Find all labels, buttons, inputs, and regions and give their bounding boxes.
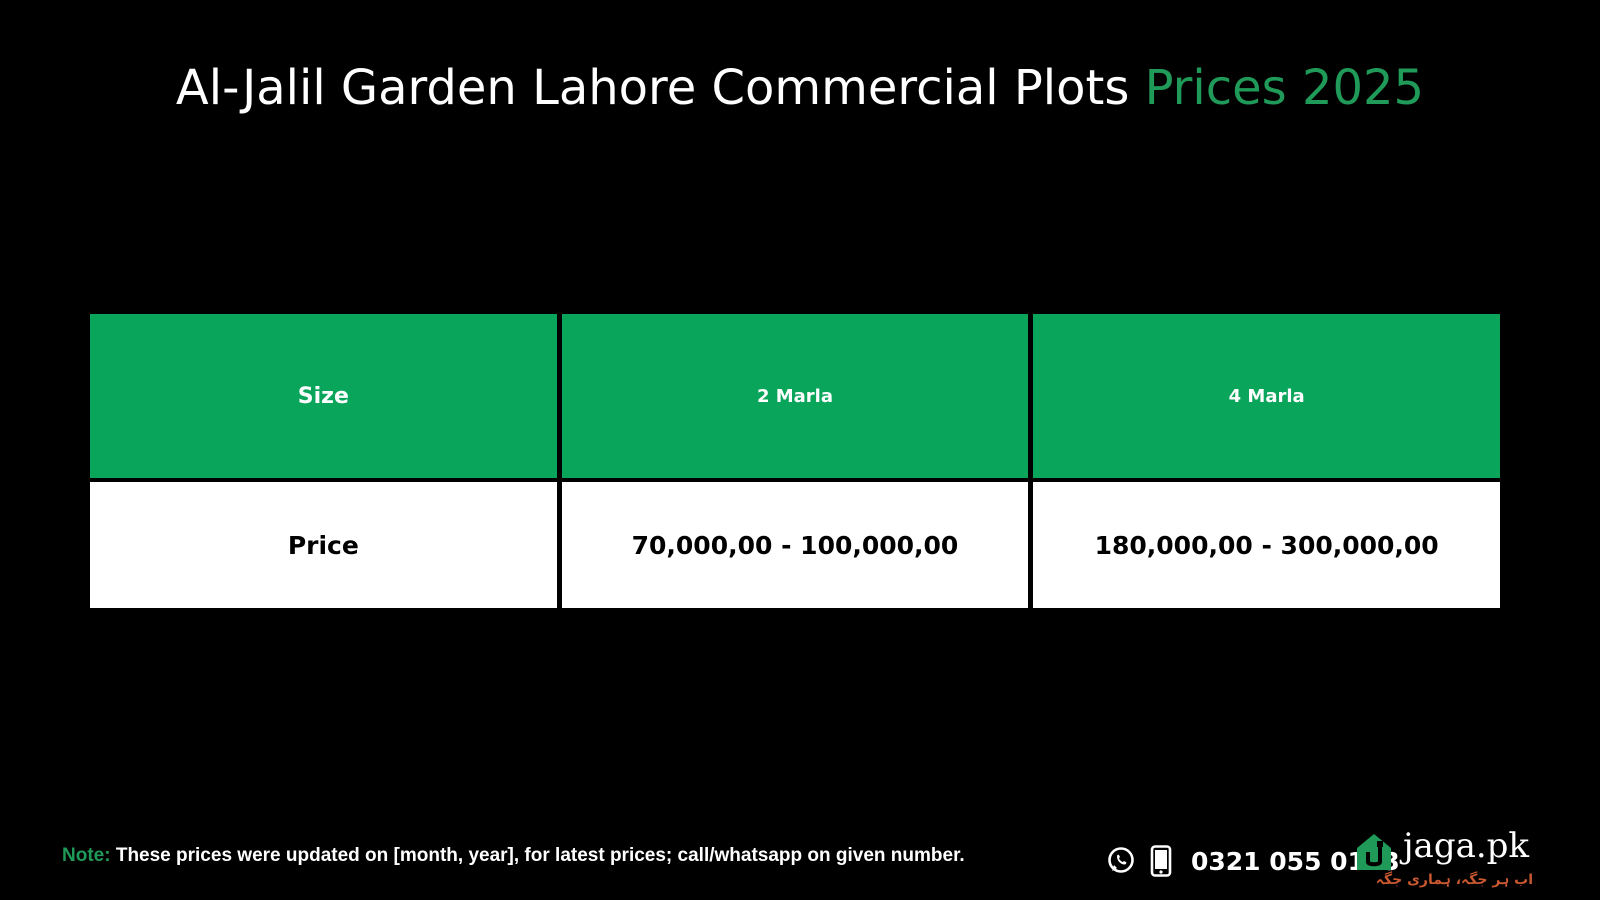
mobile-phone-icon[interactable] xyxy=(1145,845,1177,877)
table-header-size: Size xyxy=(90,314,557,478)
note-label: Note: xyxy=(62,845,111,866)
brand-logo: jaga.pk اب ہر جگہ، ہماری جگہ xyxy=(1355,826,1545,892)
note-text: These prices were updated on [month, yea… xyxy=(110,845,965,866)
table-header-2-marla: 2 Marla xyxy=(561,314,1029,478)
table-header-4-marla: 4 Marla xyxy=(1033,314,1500,478)
price-table: Size 2 Marla 4 Marla Price 70,000,00 - 1… xyxy=(85,310,1505,612)
table-header-row: Size 2 Marla 4 Marla xyxy=(90,314,1500,478)
table-cell-4-marla-price: 180,000,00 - 300,000,00 xyxy=(1033,482,1500,608)
table-row: Price 70,000,00 - 100,000,00 180,000,00 … xyxy=(90,482,1500,608)
brand-name: jaga.pk xyxy=(1403,826,1530,866)
page-title-accent: Prices 2025 xyxy=(1144,60,1425,117)
page-title: Al-Jalil Garden Lahore Commercial Plots … xyxy=(0,60,1600,116)
page-title-main: Al-Jalil Garden Lahore Commercial Plots xyxy=(175,60,1145,117)
footer-note: Note: These prices were updated on [mont… xyxy=(62,845,965,867)
table-cell-2-marla-price: 70,000,00 - 100,000,00 xyxy=(561,482,1029,608)
whatsapp-icon[interactable] xyxy=(1105,845,1137,877)
table-cell-price-label: Price xyxy=(90,482,557,608)
house-logo-icon xyxy=(1355,832,1393,872)
brand-tagline: اب ہر جگہ، ہماری جگہ xyxy=(1375,872,1533,888)
